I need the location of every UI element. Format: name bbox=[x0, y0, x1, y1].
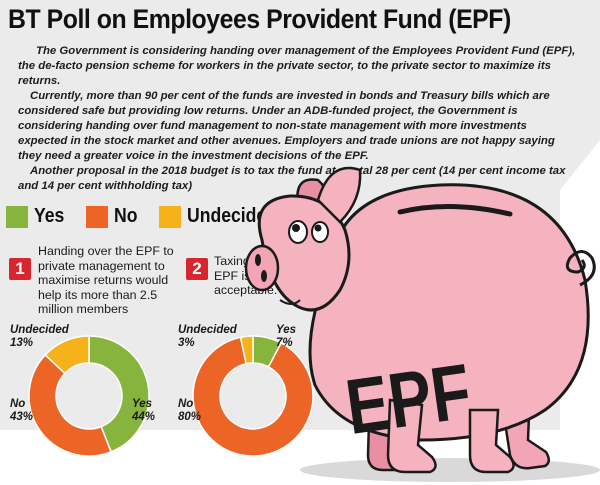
donut-chart-1 bbox=[28, 335, 150, 457]
donut-1-value-undecided: 13% bbox=[10, 337, 34, 349]
legend-label-no: No bbox=[114, 205, 138, 227]
legend-item-no: No bbox=[86, 205, 141, 228]
donut-1-slice-no bbox=[28, 353, 113, 457]
intro-text: The Government is considering handing ov… bbox=[18, 44, 578, 194]
donut-2-label-yes: Yes 7% bbox=[276, 324, 296, 350]
donut-1-slice-yes bbox=[88, 335, 150, 453]
donut-1-label-undecided: Undecided 13% bbox=[10, 324, 69, 350]
donut-1-slice-undecided bbox=[44, 335, 90, 375]
pig-epf-label: EPF bbox=[341, 348, 476, 452]
legend-swatch-yes bbox=[6, 205, 28, 228]
legend-label-yes: Yes bbox=[34, 205, 65, 227]
page-title: BT Poll on Employees Provident Fund (EPF… bbox=[8, 4, 511, 34]
intro-paragraph: The Government is considering handing ov… bbox=[18, 45, 576, 87]
donut-2-slice-undecided bbox=[239, 335, 254, 365]
intro-paragraph: Another proposal in the 2018 budget is t… bbox=[18, 165, 566, 192]
donut-1-value-yes: 44% bbox=[132, 411, 156, 423]
donut-2-label-undecided: Undecided 3% bbox=[178, 324, 237, 350]
question-2-number-badge: 2 bbox=[186, 258, 208, 280]
donut-2-label-no: No 80% bbox=[178, 398, 201, 424]
donut-1-category-no: No bbox=[10, 398, 26, 410]
donut-2-category-no: No bbox=[178, 398, 194, 410]
donut-2-value-yes: 7% bbox=[276, 337, 293, 349]
legend-item-undecided: Undecided bbox=[159, 205, 289, 228]
donut-chart-2 bbox=[192, 335, 314, 457]
donut-2-category-yes: Yes bbox=[276, 324, 297, 336]
donut-2-slice-no bbox=[192, 336, 314, 457]
donut-1-category-undecided: Undecided bbox=[10, 324, 69, 336]
legend-label-undecided: Undecided bbox=[187, 205, 278, 227]
question-1-text: Handing over the EPF to private manageme… bbox=[38, 244, 174, 316]
donut-1-category-yes: Yes bbox=[132, 398, 153, 410]
legend-swatch-undecided bbox=[159, 205, 182, 228]
donut-2-category-undecided: Undecided bbox=[178, 324, 237, 336]
legend: Yes No Undecided bbox=[6, 205, 307, 228]
donut-1-label-yes: Yes 44% bbox=[132, 398, 155, 424]
legend-item-yes: Yes bbox=[6, 205, 68, 228]
donut-1-label-no: No 43% bbox=[10, 398, 33, 424]
legend-swatch-no bbox=[86, 205, 109, 228]
donut-2-value-no: 80% bbox=[178, 411, 202, 423]
donut-1-value-no: 43% bbox=[10, 411, 34, 423]
intro-paragraph: Currently, more than 90 per cent of the … bbox=[18, 90, 555, 162]
donut-2-value-undecided: 3% bbox=[178, 337, 195, 349]
question-1-number-badge: 1 bbox=[9, 258, 31, 280]
